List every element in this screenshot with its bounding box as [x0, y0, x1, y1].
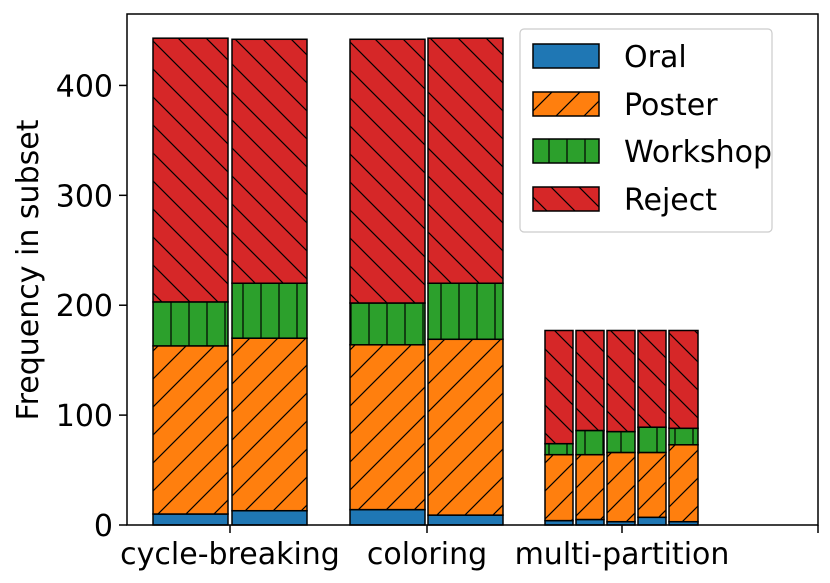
x-axis: cycle-breaking coloring multi-partition	[120, 525, 819, 572]
bar-segment-workshop	[231, 282, 308, 339]
bar-segment-poster	[349, 344, 426, 511]
bar-segment-poster	[668, 444, 699, 523]
bar-segment-workshop	[668, 427, 699, 446]
y-axis: 0 100 200 300 400	[56, 69, 127, 544]
bar-stack	[606, 329, 636, 526]
bar-segment-workshop	[544, 442, 574, 456]
bar-segment-oral	[637, 516, 667, 526]
bar-stack	[231, 38, 308, 526]
y-tick-label: 0	[94, 509, 113, 544]
bar-stack	[575, 329, 605, 526]
plot-frame	[126, 13, 819, 526]
bar-segment-poster	[152, 345, 229, 515]
bar-segment-oral	[427, 514, 504, 526]
bar-segment-workshop	[427, 282, 504, 341]
bar-segment-reject	[575, 329, 605, 432]
y-tick-label: 200	[56, 289, 113, 324]
x-category-label: cycle-breaking	[120, 537, 340, 572]
bar-segment-reject	[427, 37, 504, 284]
bar-segment-oral	[152, 513, 229, 526]
bar-segment-workshop	[152, 301, 229, 347]
bar-segment-reject	[152, 37, 229, 303]
bar-stack	[427, 37, 504, 526]
y-axis-label: Frequency in subset	[11, 119, 46, 420]
bar-segment-reject	[231, 38, 308, 284]
bar-segment-reject	[349, 38, 426, 304]
bar-stack	[152, 37, 229, 526]
bar-segment-oral	[231, 509, 308, 526]
bar-stack	[349, 38, 426, 526]
bar-segment-reject	[544, 329, 574, 445]
bar-stack	[668, 329, 699, 526]
bar-segment-oral	[575, 518, 605, 526]
bar-segment-poster	[575, 453, 605, 521]
bar-segment-poster	[637, 451, 667, 519]
bar-segment-workshop	[349, 302, 426, 346]
bar-stack	[544, 329, 574, 526]
bar-segment-poster	[544, 453, 574, 522]
legend-swatch-reject	[532, 186, 600, 212]
legend-swatch-oral	[532, 43, 600, 69]
y-tick-label: 400	[56, 69, 113, 104]
bar-segment-poster	[606, 451, 636, 523]
y-tick-label: 300	[56, 179, 113, 214]
x-category-label: coloring	[367, 537, 487, 572]
bar-segment-oral	[349, 508, 426, 526]
legend-swatch-poster	[532, 91, 600, 117]
bar-segment-reject	[606, 329, 636, 433]
bar-segment-poster	[427, 338, 504, 516]
legend-label-reject: Reject	[624, 183, 717, 218]
bar-segment-reject	[637, 329, 667, 428]
legend-swatch-workshop	[532, 138, 600, 164]
legend-frame	[519, 28, 773, 233]
legend: Oral Poster Workshop Reject	[519, 28, 773, 233]
x-category-label: multi-partition	[515, 537, 730, 572]
y-tick-label: 100	[56, 399, 113, 434]
legend-label-oral: Oral	[624, 40, 687, 75]
legend-label-poster: Poster	[624, 88, 718, 123]
bar-segment-workshop	[575, 429, 605, 456]
bar-segment-workshop	[637, 426, 667, 454]
bar-segment-workshop	[606, 430, 636, 454]
bar-segment-poster	[231, 337, 308, 512]
bar-stack	[637, 329, 667, 526]
bar-segment-reject	[668, 329, 699, 430]
bars-layer	[152, 37, 699, 526]
legend-label-workshop: Workshop	[624, 135, 772, 170]
